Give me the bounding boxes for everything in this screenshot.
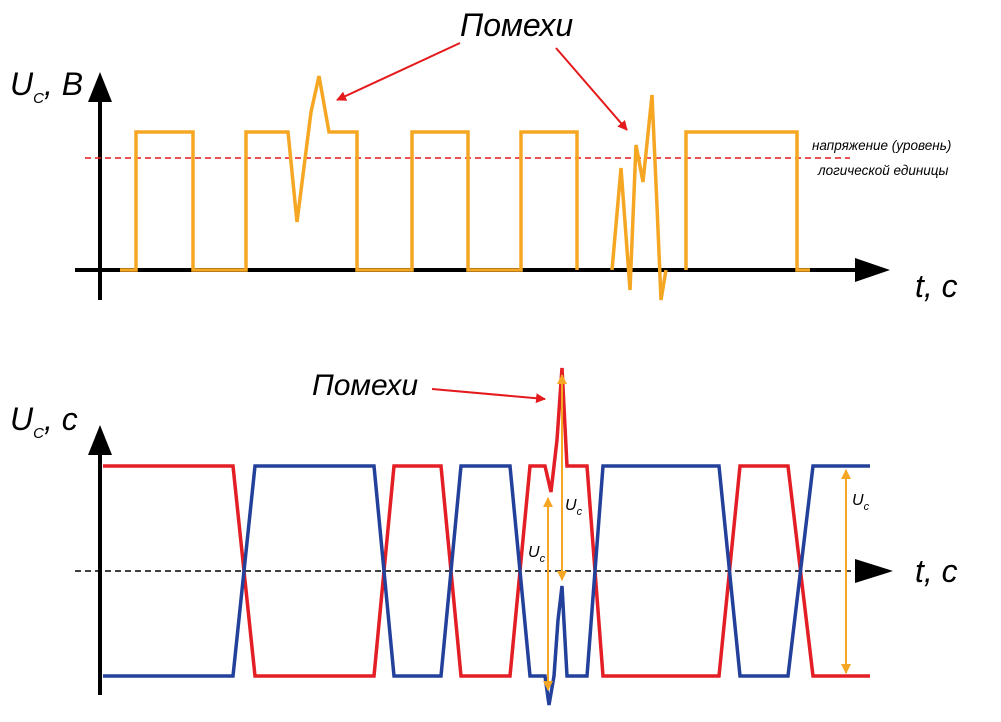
top-x-axis-label: t, c xyxy=(915,268,958,304)
amplitude-label-right: Uc xyxy=(852,492,870,513)
top-signal-line-end xyxy=(684,130,810,272)
top-x-axis-arrow xyxy=(855,258,890,282)
bottom-diagram: Помехи UC, c t, c Uc Uc Uc xyxy=(10,367,958,706)
threshold-label-line1: напряжение (уровень) xyxy=(812,138,951,153)
top-y-axis-arrow xyxy=(88,72,112,102)
amplitude-label-left: Uc xyxy=(528,544,546,565)
bottom-signal-blue xyxy=(103,464,870,706)
top-diagram: Помехи UC, B t, c напряжение (уровень) л… xyxy=(10,7,958,304)
bottom-y-axis-arrow xyxy=(88,425,112,455)
bottom-signal-red xyxy=(103,367,870,678)
top-y-axis-label: UC, B xyxy=(10,66,83,107)
bottom-x-axis-label: t, c xyxy=(915,553,958,589)
bottom-y-axis-label: UC, c xyxy=(10,401,78,442)
amplitude-label-center: Uc xyxy=(565,497,583,518)
top-noise-label: Помехи xyxy=(460,7,573,43)
top-signal-line xyxy=(120,75,579,272)
bottom-noise-label: Помехи xyxy=(312,369,418,402)
top-noise-arrow-2 xyxy=(555,47,628,131)
bottom-x-axis-arrow xyxy=(855,559,893,583)
top-noise-burst xyxy=(610,94,668,301)
bottom-noise-arrow xyxy=(431,388,546,404)
top-noise-arrow-1 xyxy=(336,42,461,101)
threshold-label-line2: логической единицы xyxy=(817,163,949,178)
